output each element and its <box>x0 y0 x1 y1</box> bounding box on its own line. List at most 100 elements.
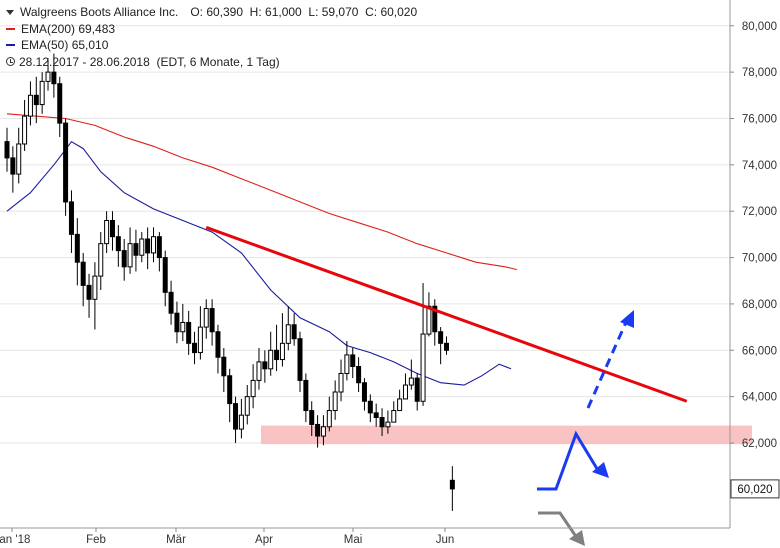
y-tick-label: 80,000 <box>742 21 777 33</box>
candle <box>320 415 326 446</box>
candle <box>356 357 362 393</box>
x-tick-label: Apr <box>255 534 273 546</box>
candle-body-down <box>262 361 268 370</box>
candle-body-down <box>221 356 227 377</box>
scenario-arrows <box>537 310 634 546</box>
candle-body-up <box>402 384 408 400</box>
candle-body-down <box>379 417 385 428</box>
candle <box>373 403 379 427</box>
candle <box>162 250 168 307</box>
candle-body-down <box>227 375 233 405</box>
legend-period: 28.12.2017 - 28.06.2018 (EDT, 6 Monate, … <box>6 54 417 71</box>
ema50-label: EMA(50) <box>21 38 69 52</box>
candle <box>391 401 397 423</box>
support-zone-band <box>261 425 752 445</box>
candle <box>285 306 291 351</box>
candle <box>39 72 45 114</box>
x-tick-label: Mai <box>344 534 363 546</box>
y-tick-label: 78,000 <box>742 67 777 79</box>
candle-body-down <box>174 312 180 333</box>
candle <box>344 341 350 381</box>
candle <box>303 373 309 423</box>
candle <box>309 401 315 437</box>
candle <box>168 280 174 325</box>
candle <box>203 299 209 339</box>
candle <box>414 373 420 411</box>
support-zone <box>261 425 752 445</box>
y-axis: 62,000 64,000 66,000 68,000 70,000 72,000 74,0… <box>729 0 780 528</box>
candle <box>338 359 344 402</box>
candle <box>86 273 92 318</box>
candle <box>420 283 426 406</box>
candle-body-down <box>309 410 315 425</box>
legend-ema200[interactable]: EMA(200) 69,483 <box>6 21 417 38</box>
candle <box>291 313 297 346</box>
x-axis: Jan '18 Feb Mär Apr Mai Jun <box>0 527 730 546</box>
candle-body-down <box>121 250 127 268</box>
candle <box>4 127 10 172</box>
y-tick-label: 66,000 <box>742 345 777 357</box>
candle-body-down <box>156 236 162 259</box>
candle-body-down <box>303 379 309 412</box>
collapse-triangle-icon[interactable] <box>6 9 14 15</box>
candle <box>139 232 145 263</box>
candle-body-up <box>151 236 156 254</box>
candle-body-up <box>338 372 344 393</box>
candle-body-down <box>68 201 74 235</box>
candle-body-down <box>133 243 139 256</box>
downtrend-line <box>205 226 688 403</box>
candle <box>45 58 51 91</box>
ema50-swatch-icon <box>6 44 15 47</box>
candle-body-down <box>215 331 221 358</box>
x-tick-label: Feb <box>86 534 106 546</box>
candle <box>279 313 285 367</box>
candle-body-up <box>39 80 45 106</box>
candle <box>127 227 133 274</box>
candle-body-down <box>109 219 115 238</box>
candle-body-down <box>291 324 297 340</box>
clock-icon <box>6 57 15 67</box>
candle-body-up <box>250 379 256 398</box>
candle-body-down <box>297 338 303 381</box>
candle-body-up <box>256 361 262 381</box>
candle-body-down <box>162 257 168 293</box>
candle-body-up <box>27 94 33 117</box>
y-tick-label: 62,000 <box>742 438 777 450</box>
candle <box>297 331 303 393</box>
candle-body-down <box>414 377 420 402</box>
last-price-box <box>730 479 780 499</box>
candle-body-down <box>356 366 362 384</box>
candle <box>438 327 444 365</box>
candle <box>397 389 403 412</box>
candle <box>145 227 151 270</box>
candle-body-up <box>426 305 432 335</box>
candle-body-down <box>192 342 198 354</box>
candle <box>449 466 455 511</box>
candle-body-down <box>233 403 239 430</box>
candle <box>244 385 250 425</box>
candle <box>402 373 408 400</box>
candle-body-down <box>350 354 356 368</box>
legend-ema50[interactable]: EMA(50) 65,010 <box>6 37 417 54</box>
candle <box>426 292 432 337</box>
candle <box>227 368 233 423</box>
candle-body-up <box>16 143 22 175</box>
candle-body-up <box>197 326 203 354</box>
candle-body-down <box>51 71 57 85</box>
ema50-line <box>6 140 512 386</box>
candle <box>274 324 280 372</box>
candle <box>238 398 244 439</box>
candle <box>151 227 156 263</box>
candle <box>250 364 256 409</box>
scenario-path-line <box>537 430 601 491</box>
candle <box>33 76 39 124</box>
candle <box>379 408 385 437</box>
candle <box>115 225 121 267</box>
ema200-label: EMA(200) <box>21 21 76 36</box>
ema-lines <box>6 113 517 386</box>
candle <box>209 299 215 346</box>
candle <box>180 303 186 342</box>
candle-body-up <box>203 308 209 328</box>
candle-body-down <box>444 342 449 351</box>
